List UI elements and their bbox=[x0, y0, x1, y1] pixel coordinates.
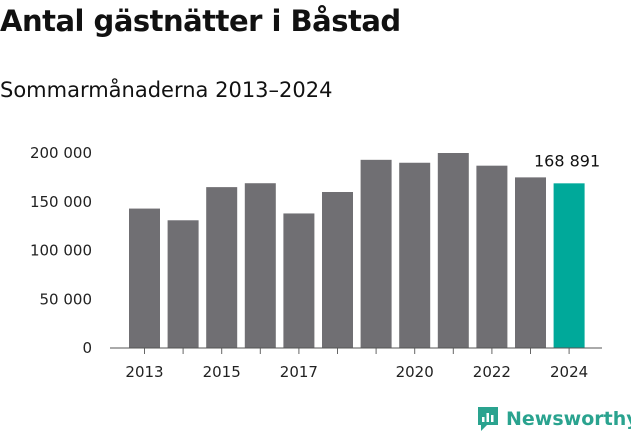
bar bbox=[476, 165, 508, 348]
x-tick-label: 2017 bbox=[280, 363, 318, 381]
y-tick-label: 200 000 bbox=[30, 144, 92, 162]
x-tick-label: 2020 bbox=[396, 363, 434, 381]
newsworthy-icon bbox=[478, 407, 498, 431]
bar bbox=[283, 213, 315, 348]
y-tick-label: 100 000 bbox=[30, 242, 92, 260]
bar bbox=[399, 162, 431, 348]
y-tick-label: 150 000 bbox=[30, 193, 92, 211]
bar bbox=[244, 183, 276, 348]
brand-name: Newsworthy bbox=[506, 408, 631, 430]
bar bbox=[322, 192, 353, 348]
bar bbox=[206, 187, 238, 348]
chart-subtitle: Sommarmånaderna 2013–2024 bbox=[0, 78, 333, 102]
x-tick-label: 2015 bbox=[203, 363, 241, 381]
y-tick-label: 0 bbox=[82, 339, 92, 357]
y-tick-label: 50 000 bbox=[40, 290, 93, 308]
bar bbox=[129, 208, 160, 348]
bar bbox=[515, 177, 546, 348]
x-tick-label: 2024 bbox=[550, 363, 588, 381]
value-annotation: 168 891 bbox=[534, 151, 600, 170]
bar bbox=[360, 159, 392, 348]
bar bbox=[437, 153, 469, 348]
bar bbox=[167, 220, 199, 348]
chart-title: Antal gästnätter i Båstad bbox=[0, 4, 401, 38]
x-tick-label: 2013 bbox=[125, 363, 163, 381]
bar bbox=[553, 183, 585, 348]
newsworthy-logo: Newsworthy bbox=[476, 406, 631, 432]
x-tick-label: 2022 bbox=[473, 363, 511, 381]
